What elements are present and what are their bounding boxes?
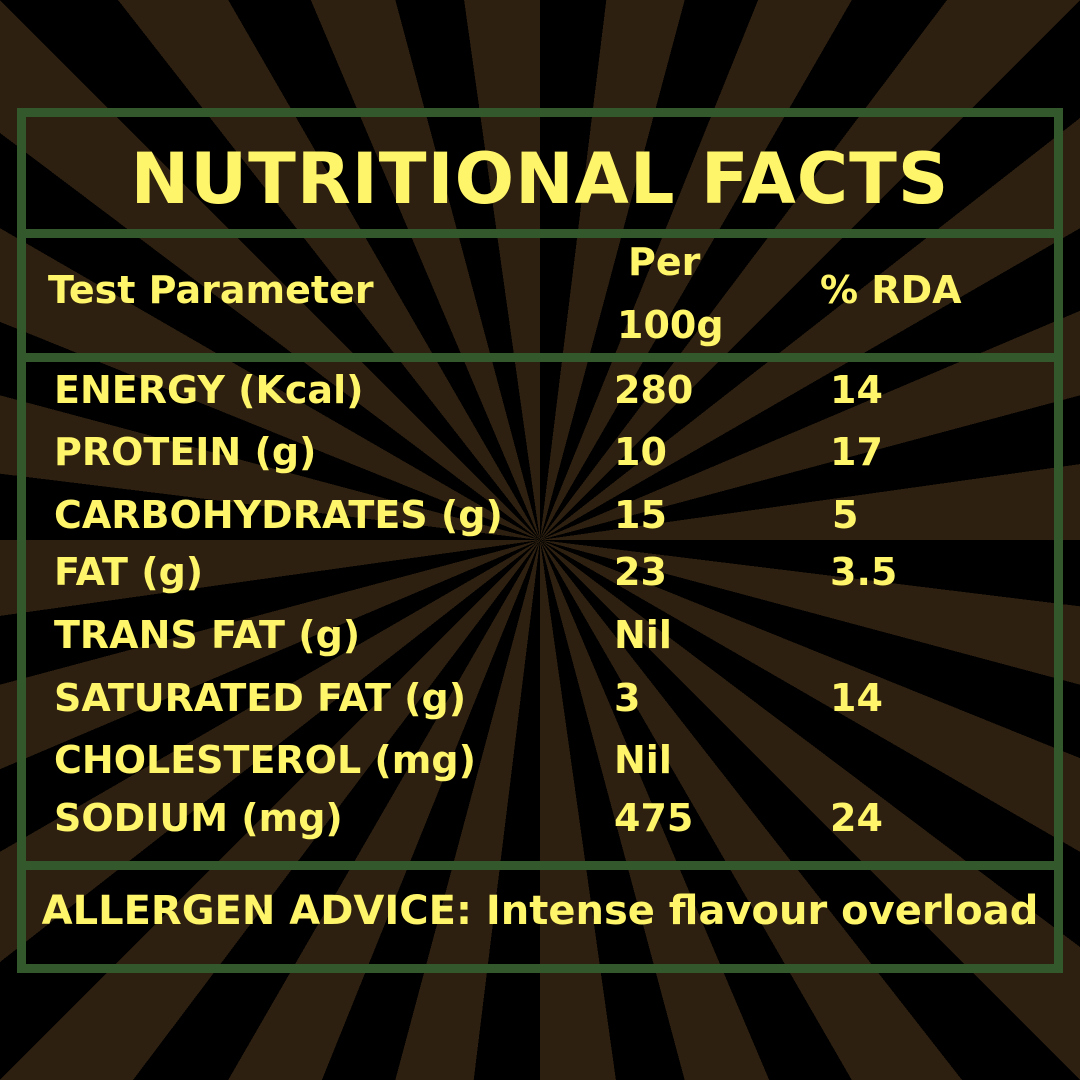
row-per100g: 475	[614, 796, 694, 840]
header-per: Per	[628, 240, 701, 284]
row-name: SODIUM (mg)	[54, 796, 343, 840]
row-name: FAT (g)	[54, 550, 204, 594]
row-rda: 24	[830, 796, 883, 840]
row-per100g: Nil	[614, 738, 672, 782]
row-per100g: 280	[614, 368, 694, 412]
row-name: SATURATED FAT (g)	[54, 676, 467, 720]
header-rda: % RDA	[820, 268, 962, 312]
row-name: PROTEIN (g)	[54, 430, 317, 474]
row-per100g: 23	[614, 550, 667, 594]
row-per100g: Nil	[614, 613, 672, 657]
header-parameter: Test Parameter	[48, 268, 374, 312]
row-per100g: 10	[614, 430, 667, 474]
table-frame	[17, 108, 1063, 973]
row-rda: 17	[830, 430, 883, 474]
row-name: CHOLESTEROL (mg)	[54, 738, 476, 782]
row-name: TRANS FAT (g)	[54, 613, 361, 657]
divider	[17, 353, 1063, 362]
row-rda: 14	[830, 676, 883, 720]
row-per100g: 15	[614, 493, 667, 537]
row-rda: 3.5	[830, 550, 898, 594]
row-rda: 14	[830, 368, 883, 412]
divider	[17, 229, 1063, 238]
row-rda: 5	[832, 493, 859, 537]
divider	[17, 861, 1063, 870]
page-title: NUTRITIONAL FACTS	[130, 138, 950, 220]
row-name: ENERGY (Kcal)	[54, 368, 364, 412]
allergen-advice: ALLERGEN ADVICE: Intense flavour overloa…	[41, 888, 1039, 934]
row-per100g: 3	[614, 676, 641, 720]
row-name: CARBOHYDRATES (g)	[54, 493, 503, 537]
header-100g: 100g	[617, 303, 724, 347]
